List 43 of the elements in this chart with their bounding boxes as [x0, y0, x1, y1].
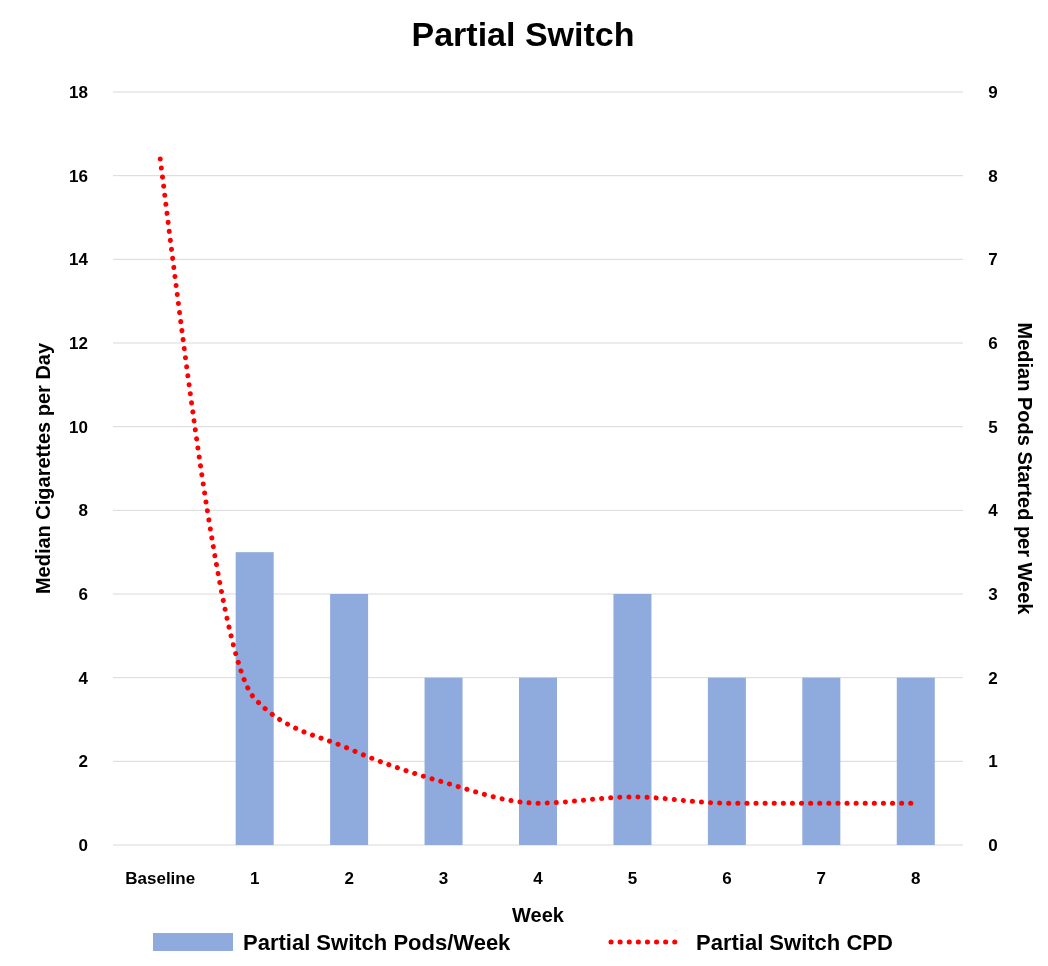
bar: [707, 677, 746, 845]
y-tick-label: 16: [69, 166, 88, 186]
y2-tick-label: 2: [988, 668, 998, 688]
y2-tick-label: 4: [988, 501, 999, 521]
y2-tick-label: 8: [988, 166, 998, 186]
x-tick-label: 7: [816, 869, 827, 888]
y-axis-title: Median Cigarettes per Day: [32, 342, 54, 595]
bar: [613, 594, 652, 845]
legend-label: Partial Switch Pods/Week: [243, 930, 512, 955]
y2-tick-label: 9: [988, 83, 998, 102]
x-tick-label: 8: [911, 869, 921, 888]
bar: [424, 677, 463, 845]
y-tick-label: 2: [78, 752, 88, 772]
y-tick-label: 6: [78, 585, 88, 604]
bar: [235, 552, 274, 845]
x-tick-label: 6: [722, 869, 732, 888]
x-tick-label: 5: [627, 869, 638, 888]
y-tick-label: 0: [78, 836, 88, 855]
y2-tick-label: 0: [988, 836, 998, 855]
y2-axis-title: Median Pods Started per Week: [1014, 322, 1036, 616]
x-axis-title: Week: [512, 904, 565, 926]
x-tick-label: 2: [344, 869, 354, 888]
y2-tick-label: 5: [988, 417, 998, 437]
bar: [330, 594, 369, 845]
legend-label: Partial Switch CPD: [696, 930, 893, 955]
y-tick-label: 18: [69, 83, 88, 102]
bar: [896, 677, 935, 845]
y-tick-label: 12: [69, 334, 88, 353]
y2-tick-label: 3: [988, 585, 998, 604]
y2-tick-label: 7: [988, 250, 998, 270]
x-tick-label: Baseline: [125, 869, 196, 888]
y2-tick-label: 1: [988, 752, 998, 772]
bar: [802, 677, 841, 845]
x-tick-label: 3: [438, 869, 449, 888]
y-tick-label: 4: [78, 668, 89, 688]
chart-title: Partial Switch: [411, 15, 635, 53]
y-tick-label: 14: [69, 250, 89, 270]
y2-tick-label: 6: [988, 334, 998, 353]
x-tick-label: 1: [249, 869, 260, 888]
bar: [519, 677, 557, 845]
y-tick-label: 10: [69, 417, 88, 437]
y-tick-label: 8: [78, 501, 88, 521]
x-tick-label: 4: [533, 869, 544, 888]
